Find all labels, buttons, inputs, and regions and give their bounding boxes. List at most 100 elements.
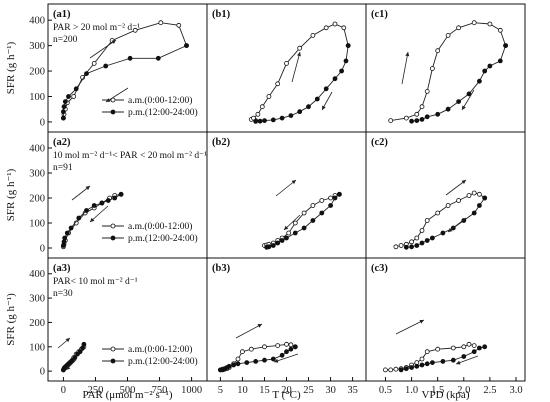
data-point-pm — [466, 91, 472, 97]
data-point-am — [176, 22, 182, 28]
panel-label: (b1) — [212, 9, 231, 20]
data-point-am — [91, 61, 97, 66]
x-axis-label: VPD (kpa) — [422, 389, 470, 401]
panel-note: n=91 — [53, 163, 73, 173]
data-point-am — [414, 111, 420, 117]
data-point-pm — [75, 351, 80, 357]
data-point-pm — [482, 195, 488, 201]
data-point-pm — [409, 244, 415, 250]
data-point-am — [341, 25, 347, 31]
trend-arrowhead — [66, 365, 71, 370]
data-point-am — [328, 195, 334, 201]
panel-note: PAR > 20 mol m⁻² d⁻¹ — [53, 23, 140, 33]
x-tick-label: 250 — [88, 385, 104, 396]
y-tick-label: 300 — [29, 169, 45, 180]
data-point-am — [476, 191, 482, 197]
data-point-am — [132, 27, 138, 33]
x-tick-label: 500 — [120, 385, 136, 396]
x-tick-label: 30 — [325, 385, 336, 396]
data-point-am — [424, 218, 430, 223]
data-point-pm — [456, 99, 462, 104]
data-point-pm — [235, 361, 241, 367]
y-tick-label: 300 — [29, 294, 45, 305]
trend-arrow — [291, 51, 301, 83]
panel-label: (a2) — [53, 137, 71, 148]
data-point-am — [158, 20, 164, 26]
data-point-pm — [270, 117, 276, 123]
data-point-am — [398, 243, 404, 248]
data-point-pm — [503, 43, 509, 48]
trend-arrow — [235, 323, 263, 339]
legend-label-pm: p.m.(12:00-24:00) — [128, 356, 198, 367]
legend-label-am: a.m.(0:00-12:00) — [128, 221, 192, 232]
series-line-am — [264, 193, 340, 246]
data-point-am — [288, 342, 294, 348]
data-point-am — [456, 198, 462, 203]
data-point-am — [323, 25, 329, 31]
data-point-pm — [257, 118, 263, 124]
series-layer — [61, 20, 509, 373]
trend-arrow — [89, 39, 117, 59]
trend-arrow — [89, 205, 109, 223]
data-point-pm — [84, 208, 89, 213]
x-tick-label: 0.5 — [379, 385, 392, 396]
data-point-am — [461, 344, 467, 350]
data-point-pm — [328, 203, 334, 208]
trend-arrowhead — [448, 227, 453, 232]
series-line-am — [250, 23, 349, 122]
data-point-pm — [343, 58, 349, 64]
y-tick-label: 100 — [29, 342, 45, 353]
data-point-pm — [476, 345, 482, 351]
data-point-pm — [61, 367, 66, 373]
legend-marker-am — [110, 223, 116, 229]
data-point-am — [419, 228, 425, 233]
data-point-pm — [471, 210, 477, 216]
data-point-pm — [482, 68, 488, 74]
data-point-pm — [292, 230, 298, 236]
data-point-am — [255, 111, 261, 117]
data-point-pm — [319, 210, 325, 216]
trend-arrowhead — [65, 338, 70, 343]
data-point-pm — [424, 361, 430, 367]
x-tick-label: 0 — [61, 385, 66, 396]
trend-arrow — [273, 353, 299, 363]
data-point-pm — [403, 366, 409, 372]
trend-arrow — [395, 319, 425, 335]
data-point-pm — [429, 235, 435, 241]
data-point-am — [251, 115, 256, 121]
y-tick-label: 0 — [40, 244, 45, 255]
data-point-am — [284, 341, 289, 347]
data-point-am — [435, 210, 441, 216]
x-tick-label: 20 — [281, 385, 292, 396]
data-point-pm — [279, 238, 285, 243]
x-tick-label: 3.0 — [509, 385, 522, 396]
legend-label-pm: p.m.(12:00-24:00) — [128, 233, 198, 244]
data-point-pm — [332, 195, 338, 201]
data-point-pm — [482, 344, 488, 350]
data-point-am — [471, 343, 477, 349]
legend-marker-pm — [110, 235, 116, 241]
data-point-am — [388, 367, 394, 373]
data-point-pm — [61, 109, 66, 115]
data-point-pm — [414, 363, 420, 369]
data-point-pm — [336, 191, 342, 197]
data-point-pm — [419, 117, 425, 122]
y-tick-label: 0 — [40, 117, 45, 128]
panel-label: (a3) — [53, 263, 71, 274]
trend-arrowhead — [274, 358, 279, 363]
data-point-pm — [127, 55, 133, 61]
data-point-pm — [262, 118, 267, 123]
data-point-am — [466, 341, 472, 347]
data-point-pm — [301, 225, 307, 231]
series-line-am — [395, 192, 485, 248]
data-point-am — [445, 203, 451, 208]
data-point-am — [419, 356, 425, 362]
data-point-am — [393, 244, 399, 250]
data-point-pm — [288, 346, 294, 352]
x-tick-label: 750 — [152, 385, 168, 396]
data-point-am — [262, 344, 267, 350]
data-point-am — [310, 33, 316, 38]
y-axis-label: SFR (g h⁻¹) — [5, 41, 17, 94]
panel-note: 10 mol m⁻² d⁻¹< PAR < 20 mol m⁻² d⁻¹ — [53, 151, 207, 161]
